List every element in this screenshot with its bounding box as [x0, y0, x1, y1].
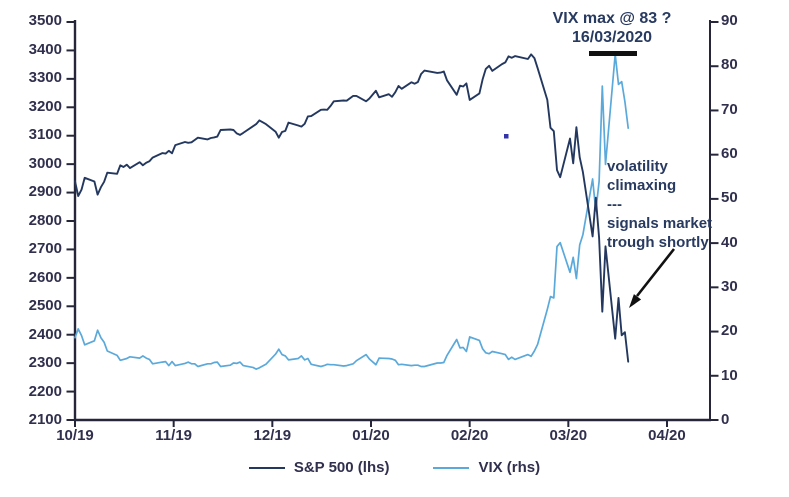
- left-axis-tick-label: 2700: [28, 240, 62, 257]
- left-axis-tick-label: 2300: [28, 354, 62, 371]
- x-axis-ticks: [74, 420, 668, 427]
- left-axis-ticks: [66, 21, 75, 421]
- vix-max-marker-bar: [589, 51, 637, 56]
- x-axis-labels: 10/19 11/19 12/19 01/20 02/20 03/20 04/20: [47, 427, 695, 444]
- left-axis-tick-label: 3200: [28, 97, 62, 115]
- x-axis-tick-label: 02/20: [450, 427, 489, 444]
- vix-series-line: [74, 53, 630, 370]
- legend-item-sp500: S&P 500 (lhs): [248, 459, 390, 476]
- legend-label-vix: VIX (rhs): [478, 459, 541, 476]
- right-axis-ticks: [710, 21, 719, 421]
- left-axis-tick-label: 3100: [28, 126, 62, 143]
- volatility-annotation-line: climaxing: [607, 177, 677, 194]
- legend-label-sp500: S&P 500 (lhs): [293, 459, 390, 476]
- right-axis-tick-label: 30: [721, 277, 738, 295]
- legend-item-vix: VIX (rhs): [433, 459, 540, 476]
- left-axis-tick-label: 2800: [28, 211, 62, 229]
- left-axis-tick-label: 3300: [28, 69, 62, 86]
- x-axis-tick-label: 10/19: [56, 427, 94, 444]
- x-axis-tick-label: 04/20: [648, 427, 686, 444]
- data-series-lines: [74, 53, 630, 370]
- right-axis-tick-label: 60: [721, 144, 738, 162]
- left-axis-tick-label: 2400: [28, 325, 62, 343]
- right-axis-tick-label: 50: [721, 189, 738, 207]
- x-axis-tick-label: 01/20: [352, 427, 390, 444]
- left-axis-tick-label: 2600: [28, 268, 62, 286]
- left-axis-tick-label: 3400: [28, 40, 62, 58]
- stray-dot: [504, 134, 509, 139]
- left-axis-tick-label: 2100: [28, 411, 62, 428]
- sp500-series-line: [74, 53, 630, 363]
- right-axis-tick-label: 10: [721, 366, 738, 384]
- x-axis-tick-label: 11/19: [155, 427, 193, 444]
- right-axis-tick-label: 20: [721, 322, 738, 340]
- right-axis-tick-label: 90: [721, 12, 738, 29]
- right-axis-tick-label: 80: [721, 56, 738, 74]
- vix-line-swatch: [433, 466, 470, 469]
- volatility-annotation: volatility climaxing --- signals market …: [607, 157, 717, 252]
- x-axis-tick-label: 03/20: [549, 427, 588, 444]
- right-axis-labels: 90 80 70 60 50 40 30 20 10 0: [721, 13, 765, 428]
- sp500-line-swatch: [248, 466, 285, 469]
- right-axis-tick-label: 0: [721, 410, 730, 428]
- annotation-arrow: [629, 248, 676, 308]
- left-axis-tick-label: 2900: [28, 183, 62, 200]
- left-axis-tick-label: 2500: [28, 297, 62, 314]
- left-axis-tick-label: 2200: [28, 382, 62, 400]
- volatility-annotation-line: trough shortly: [607, 234, 709, 251]
- volatility-annotation-line: signals market: [607, 215, 713, 232]
- vix-max-annotation-line2: 16/03/2020: [571, 29, 653, 46]
- left-axis-labels: 3500 3400 3300 3200 3100 3000 2900 2800 2700 2600…: [0, 13, 62, 428]
- x-axis-tick-label: 12/19: [253, 427, 292, 444]
- right-axis-tick-label: 70: [721, 100, 738, 118]
- volatility-annotation-line: ---: [607, 196, 622, 213]
- right-axis-tick-label: 40: [721, 233, 738, 251]
- volatility-annotation-line: volatility: [607, 158, 668, 175]
- vix-max-annotation: VIX max @ 83 ? 16/03/2020: [552, 9, 672, 47]
- chart-legend: S&P 500 (lhs) VIX (rhs): [0, 459, 789, 476]
- left-axis-tick-label: 3500: [28, 12, 62, 29]
- left-axis-tick-label: 3000: [28, 154, 62, 172]
- vix-max-annotation-line1: VIX max @ 83 ?: [552, 10, 672, 27]
